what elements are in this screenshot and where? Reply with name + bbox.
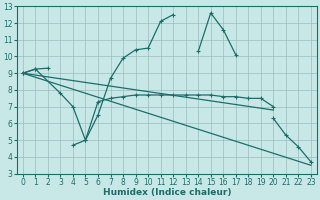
X-axis label: Humidex (Indice chaleur): Humidex (Indice chaleur) [103, 188, 231, 197]
